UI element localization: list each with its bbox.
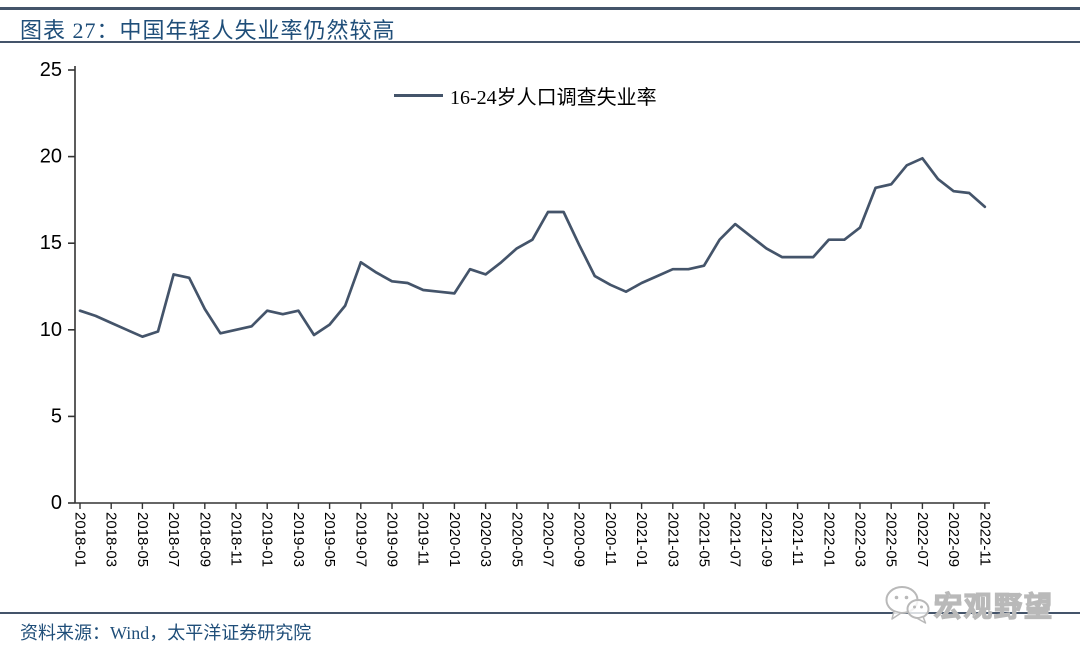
x-tick-label: 2020-11 — [602, 512, 619, 566]
x-tick-label: 2019-11 — [415, 512, 432, 566]
y-tick-label: 0 — [51, 492, 62, 514]
x-tick-label: 2018-09 — [196, 512, 213, 567]
x-tick-label: 2020-09 — [571, 512, 588, 567]
x-tick-label: 2018-11 — [228, 512, 245, 566]
x-tick-label: 2018-01 — [72, 512, 89, 567]
x-tick-label: 2021-03 — [664, 512, 681, 567]
x-tick-label: 2022-01 — [820, 512, 837, 567]
x-tick-label: 2022-05 — [883, 512, 900, 567]
x-tick-label: 2021-11 — [789, 512, 806, 566]
top-border-rule — [0, 7, 1080, 10]
watermark: 宏观野望 — [884, 584, 1054, 626]
y-tick-label: 5 — [51, 405, 62, 427]
x-tick-label: 2018-03 — [103, 512, 120, 567]
x-tick-label: 2019-09 — [384, 512, 401, 567]
source-attribution: 资料来源：Wind，太平洋证券研究院 — [20, 623, 312, 643]
y-tick-label: 25 — [40, 59, 62, 81]
x-tick-label: 2022-11 — [976, 512, 993, 566]
y-tick-label: 15 — [40, 232, 62, 254]
legend-line-swatch — [394, 94, 443, 97]
x-tick-label: 2021-09 — [758, 512, 775, 567]
y-tick-label: 20 — [40, 146, 62, 168]
y-tick-label: 10 — [40, 319, 62, 341]
unemployment-rate-series-line — [78, 156, 987, 339]
x-tick-label: 2022-03 — [852, 512, 869, 567]
chart-figure-title: 图表 27：中国年轻人失业率仍然较高 — [20, 18, 396, 43]
chart-legend: 16-24岁人口调查失业率 — [394, 81, 657, 110]
x-tick-label: 2020-07 — [540, 512, 557, 567]
footer-divider-rule — [0, 612, 1080, 614]
watermark-text: 宏观野望 — [933, 591, 1055, 622]
x-tick-label: 2020-01 — [446, 512, 463, 567]
x-tick-label: 2022-09 — [945, 512, 962, 567]
x-tick-label: 2022-07 — [914, 512, 931, 567]
x-tick-label: 2021-01 — [633, 512, 650, 567]
x-tick-label: 2019-07 — [352, 512, 369, 567]
x-tick-label: 2020-03 — [477, 512, 494, 567]
x-tick-label: 2021-05 — [696, 512, 713, 567]
x-tick-label: 2019-05 — [321, 512, 338, 567]
x-tick-label: 2019-03 — [290, 512, 307, 567]
wechat-icon — [885, 586, 930, 624]
legend-label: 16-24岁人口调查失业率 — [450, 87, 657, 109]
x-tick-label: 2018-07 — [165, 512, 182, 567]
x-tick-label: 2021-07 — [727, 512, 744, 567]
x-tick-label: 2020-05 — [508, 512, 525, 567]
title-divider-rule — [0, 41, 1080, 43]
x-tick-label: 2019-01 — [259, 512, 276, 567]
x-tick-label: 2018-05 — [134, 512, 151, 567]
